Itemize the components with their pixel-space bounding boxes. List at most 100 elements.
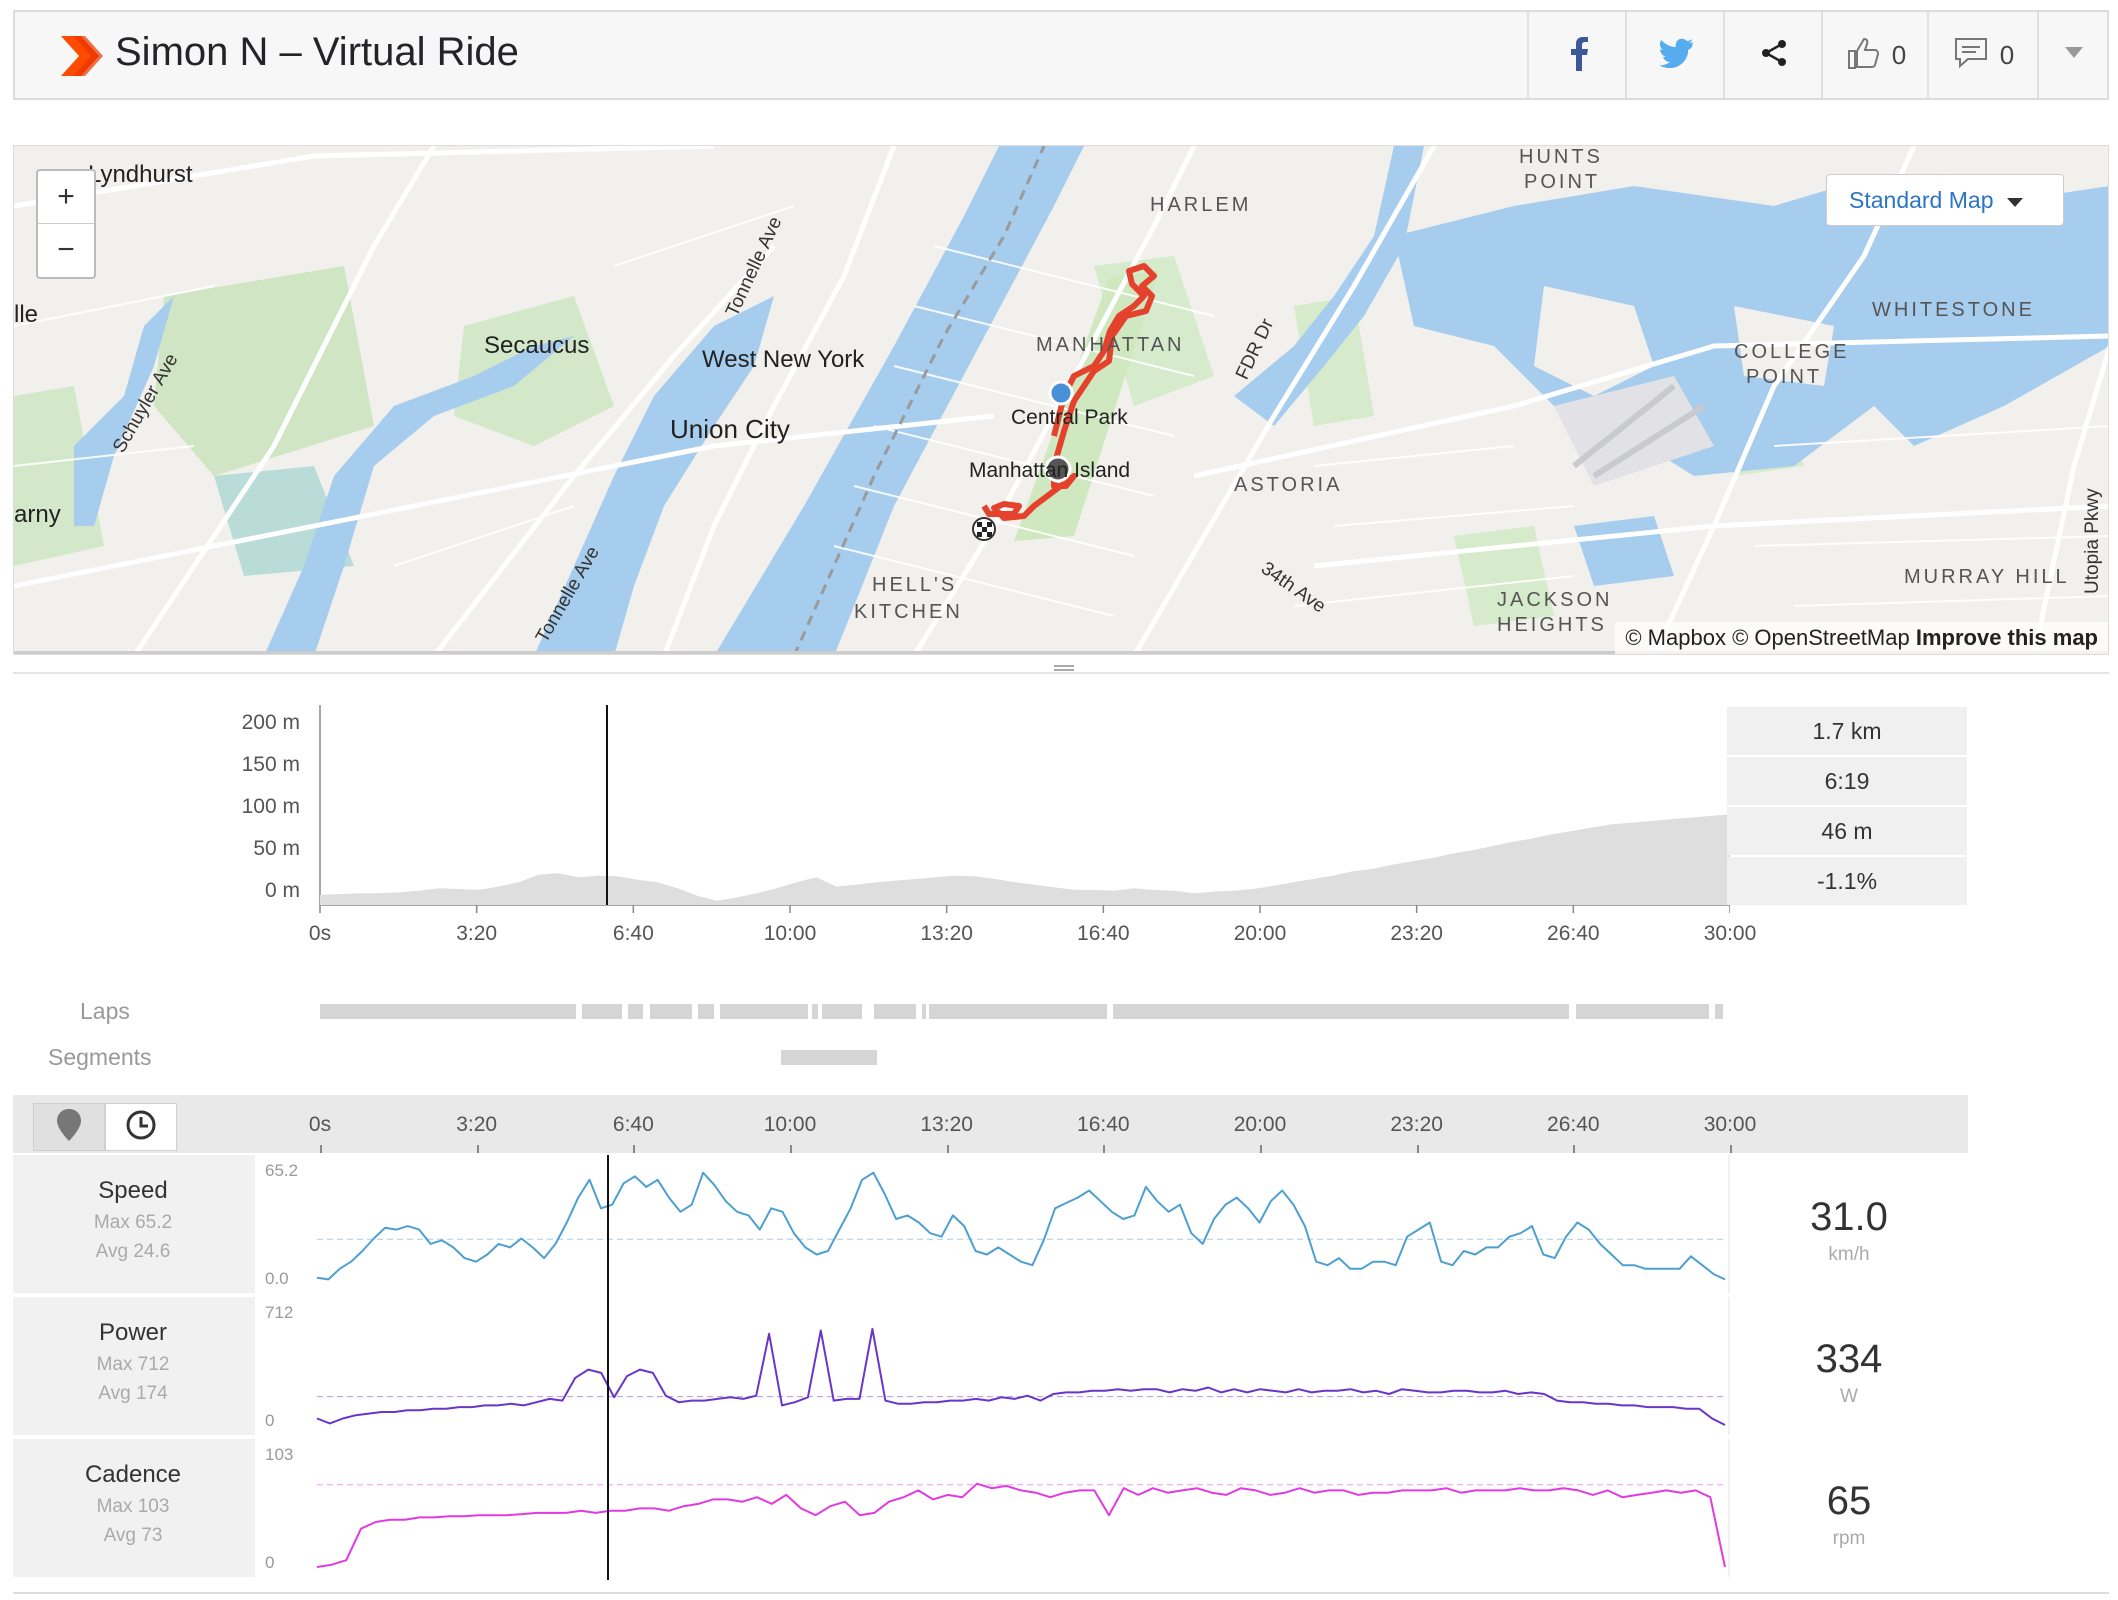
map-label-harlem: HARLEM [1150, 194, 1252, 216]
mapbox-attribution-link[interactable]: © Mapbox [1625, 625, 1726, 650]
map-label-lyndhurst: Lyndhurst [88, 161, 193, 188]
speed-unit: km/h [1828, 1244, 1870, 1265]
power-max: Max 712 [96, 1354, 170, 1375]
segment-bar[interactable] [781, 1050, 877, 1065]
stream-time-tick-mark [476, 1145, 479, 1153]
speed-y-max: 65.2 [265, 1161, 299, 1180]
stream-time-tick-mark [790, 1145, 792, 1153]
map-label-whitestone: WHITESTONE [1872, 299, 2035, 321]
stream-time-tick: 3:20 [456, 1113, 498, 1136]
comment-icon [1954, 37, 1988, 74]
map-style-dropdown[interactable]: Standard Map [1826, 174, 2064, 226]
power-unit: W [1840, 1386, 1858, 1407]
thumbs-up-icon [1846, 36, 1880, 75]
caret-down-icon [2007, 187, 2024, 214]
lap-bar[interactable] [1113, 1004, 1569, 1019]
lap-bar[interactable] [922, 1004, 926, 1019]
stream-row-power: Power Max 712 Avg 174 712 0 334 W [13, 1297, 1968, 1435]
power-avg: Avg 174 [98, 1383, 168, 1404]
zoom-control: + − [36, 169, 96, 279]
stream-time-tick-mark [1260, 1145, 1262, 1153]
map-background [14, 146, 2108, 654]
map-label-hells-kitchen-line1: HELL'S [872, 574, 958, 596]
more-actions-dropdown[interactable] [2037, 12, 2109, 98]
activity-header: Simon N – Virtual Ride 0 0 [13, 10, 2109, 100]
stream-time-tick: 16:40 [1077, 1113, 1130, 1136]
map-label-hells-kitchen-line2: KITCHEN [854, 601, 963, 623]
cadence-y-max: 103 [265, 1445, 294, 1464]
distance-mode-toggle[interactable] [33, 1103, 105, 1151]
stream-row-speed: Speed Max 65.2 Avg 24.6 65.2 0.0 31.0 km… [13, 1155, 1968, 1293]
osm-attribution-link[interactable]: © OpenStreetMap [1732, 625, 1910, 650]
map-resize-handle[interactable] [1054, 661, 1074, 679]
time-mode-toggle[interactable] [105, 1103, 177, 1151]
speed-current-value: 31.0 [1810, 1195, 1888, 1239]
lap-bar[interactable] [720, 1004, 808, 1019]
map-label-west-new-york: West New York [702, 346, 865, 373]
lap-bar[interactable] [628, 1004, 643, 1019]
stream-time-tick-mark [946, 1145, 949, 1153]
twitter-share-button[interactable] [1625, 12, 1725, 98]
comments-button[interactable]: 0 [1927, 12, 2039, 98]
stream-time-tick: 10:00 [763, 1113, 817, 1136]
lap-bar[interactable] [822, 1004, 862, 1019]
lap-bar[interactable] [582, 1004, 622, 1019]
segments-label: Segments [48, 1044, 152, 1070]
section-divider [13, 672, 2109, 674]
map-style-label: Standard Map [1849, 186, 1994, 213]
stream-time-axis: 0s 3:20 6:40 10:00 13:20 16:40 20:00 23:20 26:40… [13, 1095, 1968, 1153]
map-label-manhattan-island: Manhattan Island [969, 459, 1131, 482]
stream-crosshair [607, 1155, 609, 1580]
cadence-plot[interactable]: 103 0 [255, 1439, 1728, 1577]
cadence-max: Max 103 [96, 1496, 170, 1517]
lap-bar[interactable] [650, 1004, 692, 1019]
twitter-icon [1658, 38, 1694, 73]
stream-row-cadence: Cadence Max 103 Avg 73 103 0 65 rpm [13, 1439, 1968, 1577]
cadence-avg: Avg 73 [103, 1525, 163, 1546]
stream-time-tick: 6:40 [612, 1113, 654, 1136]
kudos-count: 0 [1891, 39, 1907, 70]
map-attribution: © Mapbox © OpenStreetMap Improve this ma… [1615, 622, 2108, 654]
lap-bar[interactable] [320, 1004, 576, 1019]
cadence-current-value: 65 [1826, 1479, 1872, 1523]
power-plot[interactable]: 712 0 [255, 1297, 1728, 1435]
map-label-astoria: ASTORIA [1234, 474, 1343, 496]
power-y-max: 712 [265, 1303, 294, 1322]
improve-map-link[interactable]: Improve this map [1915, 625, 2098, 650]
map-label-secaucus: Secaucus [484, 332, 590, 359]
stream-time-tick: 30:00 [1703, 1113, 1757, 1136]
share-button[interactable] [1723, 12, 1823, 98]
map-label-college-point-line2: POINT [1746, 366, 1823, 388]
elevation-x-tick: 3:20 [456, 922, 498, 945]
stream-time-tick: 20:00 [1233, 1113, 1287, 1136]
power-label: Power [98, 1319, 168, 1346]
facebook-icon [1566, 35, 1590, 76]
zoom-in-button[interactable]: + [38, 171, 94, 224]
elevation-y-tick: 0 m [264, 879, 300, 902]
stream-time-tick-mark [1573, 1145, 1576, 1153]
kudos-button[interactable]: 0 [1821, 12, 1929, 98]
stream-time-tick: 26:40 [1547, 1113, 1600, 1136]
lap-bar[interactable] [874, 1004, 916, 1019]
lap-bar[interactable] [698, 1004, 714, 1019]
lap-bar[interactable] [812, 1004, 818, 1019]
elevation-chart[interactable] [310, 700, 1730, 920]
bottom-border [13, 1592, 2109, 1594]
route-map[interactable]: Lyndhurst lle arny Schuyler Ave Tonnelle… [13, 145, 2109, 655]
speed-y-min: 0.0 [265, 1269, 289, 1288]
lap-bar[interactable] [1576, 1004, 1709, 1019]
elevation-x-tick: 26:40 [1547, 922, 1600, 945]
lap-bar[interactable] [1715, 1004, 1723, 1019]
elevation-x-tick: 16:40 [1077, 922, 1130, 945]
zoom-out-button[interactable]: − [57, 233, 75, 266]
elevation-x-tick: 13:20 [920, 922, 973, 945]
speed-plot[interactable]: 65.2 0.0 [255, 1155, 1728, 1293]
location-pin-icon [57, 1108, 81, 1146]
speed-avg: Avg 24.6 [95, 1241, 171, 1262]
lap-bar[interactable] [929, 1004, 1107, 1019]
speed-max: Max 65.2 [93, 1212, 173, 1233]
facebook-share-button[interactable] [1527, 12, 1627, 98]
elevation-x-tick: 10:00 [763, 922, 817, 945]
stat-grade: -1.1% [1727, 857, 1967, 905]
laps-label: Laps [80, 998, 130, 1024]
